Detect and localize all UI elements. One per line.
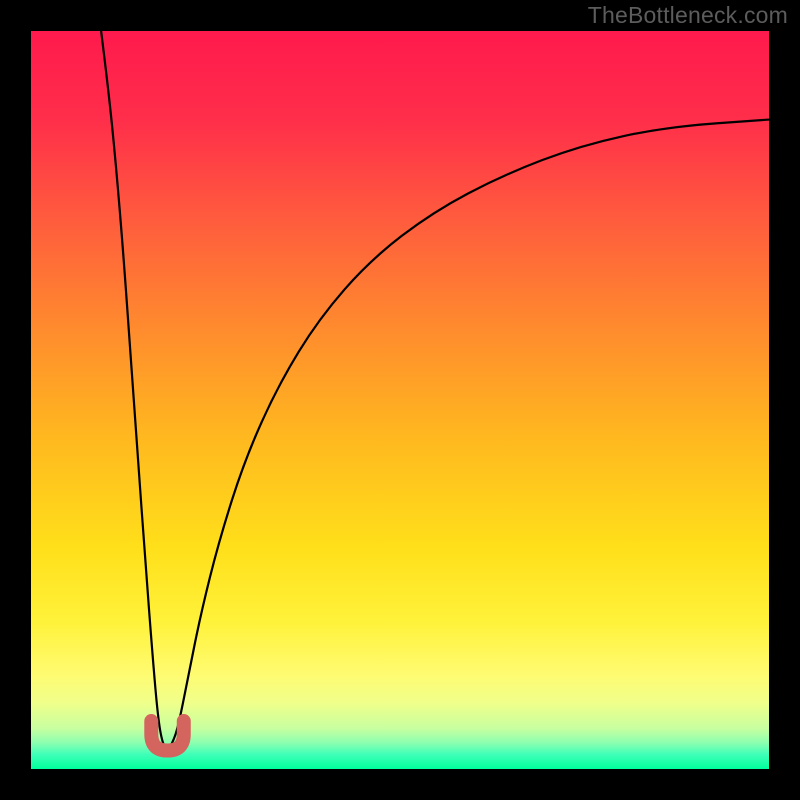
- bottleneck-chart: [0, 0, 800, 800]
- watermark-text: TheBottleneck.com: [588, 2, 788, 29]
- plot-background: [31, 31, 769, 769]
- chart-container: TheBottleneck.com: [0, 0, 800, 800]
